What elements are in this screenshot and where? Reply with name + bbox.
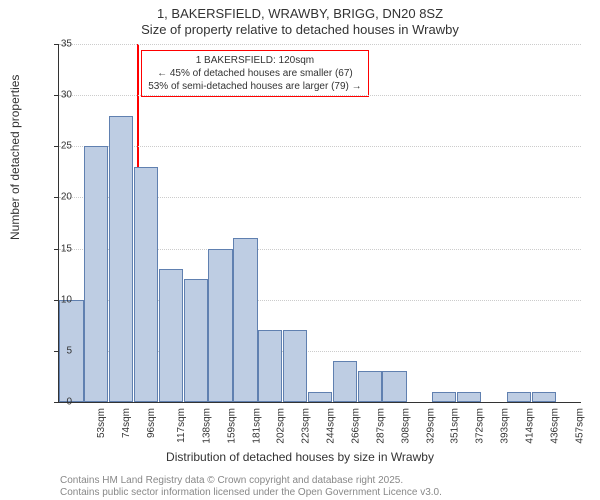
- bar: [532, 392, 556, 402]
- gridline: [59, 44, 581, 45]
- xtick-label: 414sqm: [525, 408, 536, 444]
- bar: [159, 269, 183, 402]
- ytick-label: 20: [52, 192, 72, 203]
- xtick-label: 202sqm: [276, 408, 287, 444]
- bar: [358, 371, 382, 402]
- xtick-label: 96sqm: [146, 408, 157, 438]
- xtick-label: 138sqm: [201, 408, 212, 444]
- annotation-line1: 1 BAKERSFIELD: 120sqm: [148, 54, 361, 67]
- bar: [134, 167, 158, 402]
- annotation-box: 1 BAKERSFIELD: 120sqm ← 45% of detached …: [141, 50, 368, 97]
- title-address: 1, BAKERSFIELD, WRAWBY, BRIGG, DN20 8SZ: [0, 6, 600, 21]
- bar: [184, 279, 208, 402]
- xtick-label: 181sqm: [251, 408, 262, 444]
- xtick-label: 329sqm: [425, 408, 436, 444]
- annotation-line2: ← 45% of detached houses are smaller (67…: [148, 67, 361, 80]
- bar: [109, 116, 133, 402]
- bar: [233, 238, 257, 402]
- footer-copyright-2: Contains public sector information licen…: [60, 487, 442, 498]
- ytick-label: 30: [52, 90, 72, 101]
- xtick-label: 372sqm: [475, 408, 486, 444]
- chart-plot-area: 1 BAKERSFIELD: 120sqm ← 45% of detached …: [58, 44, 581, 403]
- xtick-label: 308sqm: [400, 408, 411, 444]
- xtick-label: 159sqm: [226, 408, 237, 444]
- xtick-label: 244sqm: [326, 408, 337, 444]
- ytick-label: 5: [52, 345, 72, 356]
- bar: [507, 392, 531, 402]
- xtick-label: 457sqm: [574, 408, 585, 444]
- xtick-label: 53sqm: [96, 408, 107, 438]
- bar: [457, 392, 481, 402]
- bar: [333, 361, 357, 402]
- xtick-label: 436sqm: [549, 408, 560, 444]
- xtick-label: 74sqm: [121, 408, 132, 438]
- bar: [382, 371, 406, 402]
- bar: [308, 392, 332, 402]
- xtick-label: 393sqm: [500, 408, 511, 444]
- xtick-label: 223sqm: [301, 408, 312, 444]
- y-axis-label: Number of detached properties: [8, 75, 22, 240]
- xtick-label: 351sqm: [450, 408, 461, 444]
- bar: [84, 146, 108, 402]
- x-axis-label: Distribution of detached houses by size …: [0, 450, 600, 464]
- footer-copyright-1: Contains HM Land Registry data © Crown c…: [60, 475, 403, 486]
- annotation-line3: 53% of semi-detached houses are larger (…: [148, 80, 361, 93]
- xtick-label: 287sqm: [375, 408, 386, 444]
- bar: [208, 249, 232, 402]
- gridline: [59, 95, 581, 96]
- ytick-label: 25: [52, 141, 72, 152]
- xtick-label: 117sqm: [176, 408, 187, 443]
- title-subtitle: Size of property relative to detached ho…: [0, 22, 600, 37]
- ytick-label: 15: [52, 243, 72, 254]
- bar: [432, 392, 456, 402]
- ytick-label: 35: [52, 39, 72, 50]
- gridline: [59, 146, 581, 147]
- bar: [258, 330, 282, 402]
- ytick-label: 10: [52, 294, 72, 305]
- ytick-label: 0: [52, 397, 72, 408]
- bar: [283, 330, 307, 402]
- xtick-label: 266sqm: [351, 408, 362, 444]
